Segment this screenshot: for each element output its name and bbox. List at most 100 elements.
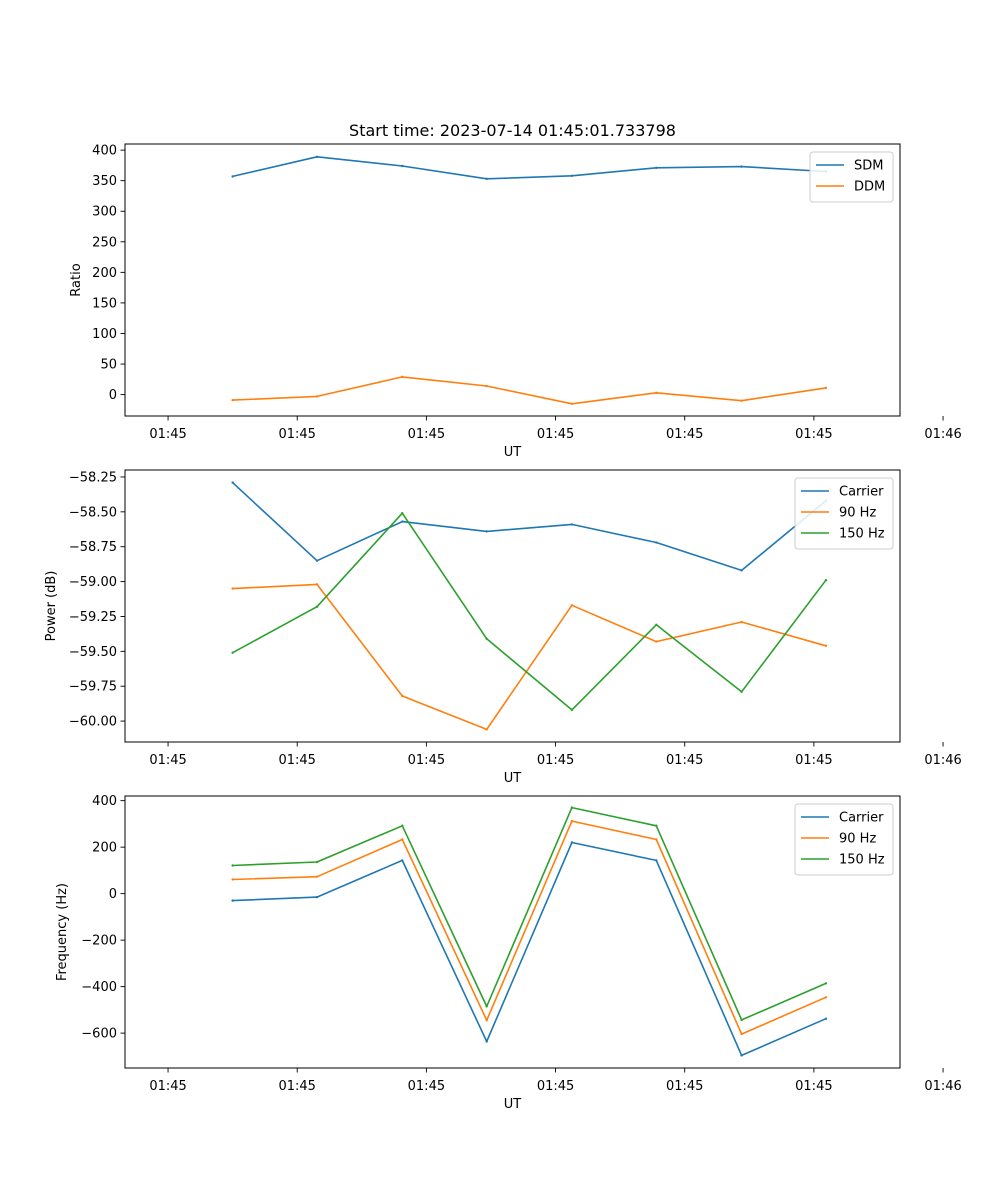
data-point-ddm: [824, 386, 828, 390]
series-line-carrier: [232, 841, 827, 1057]
y-tick-label: 0: [109, 887, 117, 902]
y-tick-label: 250: [92, 235, 117, 250]
y-tick-label: 300: [92, 205, 117, 220]
data-point-ddm: [655, 391, 658, 394]
y-tick-label: −58.75: [69, 540, 117, 555]
y-tick-label: −200: [81, 934, 117, 949]
y-tick-label: 400: [92, 144, 117, 159]
x-tick-label: 01:45: [408, 427, 445, 442]
data-point-carrier: [570, 841, 574, 844]
data-point-90-hz: [740, 1032, 743, 1036]
data-point-ddm: [485, 384, 488, 388]
data-point-150-hz: [231, 864, 234, 867]
x-tick-label: 01:45: [537, 753, 574, 768]
y-axis-label: Power (dB): [44, 571, 59, 642]
x-tick-label: 01:45: [278, 753, 315, 768]
series-line-150-hz: [232, 512, 827, 711]
data-point-150-hz: [655, 824, 658, 827]
data-point-ddm: [740, 399, 743, 402]
y-tick-label: −59.75: [69, 680, 117, 695]
data-point-150-hz: [485, 637, 488, 640]
y-tick-label: −58.50: [69, 505, 117, 520]
data-point-carrier: [740, 569, 743, 572]
data-point-ddm: [401, 375, 404, 379]
x-tick-label: 01:46: [924, 1079, 961, 1094]
data-point-90-hz: [401, 694, 404, 698]
data-point-90-hz: [485, 1019, 488, 1022]
data-point-150-hz: [740, 690, 743, 693]
legend-box: [794, 803, 894, 876]
x-axis-label: UT: [504, 445, 522, 460]
legend-label-150-hz: 150 Hz: [839, 853, 885, 868]
data-point-150-hz: [570, 806, 574, 809]
y-tick-label: −400: [81, 980, 117, 995]
data-point-sdm: [740, 165, 743, 168]
data-point-carrier: [655, 859, 658, 862]
y-tick-label: −60.00: [69, 715, 117, 730]
x-tick-label: 01:45: [537, 427, 574, 442]
x-tick-label: 01:45: [278, 1079, 315, 1094]
data-point-ddm: [570, 402, 574, 405]
data-point-sdm: [570, 174, 574, 177]
y-tick-label: −59.50: [69, 645, 117, 660]
data-point-carrier: [231, 899, 234, 902]
data-point-90-hz: [485, 728, 488, 731]
x-tick-label: 01:45: [149, 1079, 186, 1094]
data-point-carrier: [824, 1017, 828, 1020]
x-tick-label: 01:45: [666, 427, 703, 442]
legend-label-carrier: Carrier: [839, 811, 884, 826]
data-point-150-hz: [824, 578, 828, 582]
legend-label-sdm: SDM: [854, 159, 883, 174]
plot-area: [124, 143, 901, 417]
data-point-90-hz: [570, 819, 574, 823]
x-tick-label: 01:45: [666, 753, 703, 768]
y-tick-label: 200: [92, 841, 117, 856]
data-point-carrier: [570, 523, 574, 526]
plot-area: [124, 469, 901, 743]
x-tick-label: 01:45: [537, 1079, 574, 1094]
data-point-150-hz: [655, 623, 658, 627]
data-point-90-hz: [740, 620, 743, 624]
y-axis-label: Ratio: [69, 263, 84, 296]
data-point-carrier: [485, 530, 488, 533]
x-tick-label: 01:45: [795, 1079, 832, 1094]
data-point-carrier: [740, 1054, 743, 1057]
y-tick-label: 50: [100, 358, 117, 373]
power-panel: 01:45 01:45 01:45 01:45 01:45 01:45 01:46 −58.2…: [44, 469, 962, 786]
legend: Carrier 90 Hz 150 Hz: [794, 803, 894, 876]
x-tick-label: 01:45: [149, 427, 186, 442]
y-tick-label: 100: [92, 327, 117, 342]
x-axis-label: UT: [504, 1097, 522, 1112]
data-point-150-hz: [401, 824, 404, 827]
legend: Carrier 90 Hz 150 Hz: [794, 477, 894, 550]
x-axis-label: UT: [504, 771, 522, 786]
x-tick-label: 01:45: [408, 1079, 445, 1094]
data-point-carrier: [401, 520, 404, 523]
legend-label-90-hz: 90 Hz: [839, 832, 876, 847]
data-point-carrier: [401, 859, 404, 862]
plot-area: [124, 795, 901, 1069]
legend-label-90-hz: 90 Hz: [839, 506, 876, 521]
series-line-ddm: [232, 376, 827, 405]
data-point-90-hz: [570, 604, 574, 607]
legend-box: [794, 477, 894, 550]
x-tick-label: 01:45: [278, 427, 315, 442]
data-point-sdm: [231, 175, 234, 178]
data-point-sdm: [315, 155, 319, 159]
y-tick-label: −59.25: [69, 610, 117, 625]
legend-label-carrier: Carrier: [839, 485, 884, 500]
y-tick-label: −58.25: [69, 470, 117, 485]
x-tick-label: 01:46: [924, 427, 961, 442]
data-point-carrier: [315, 559, 319, 562]
series-line-150-hz: [232, 806, 827, 1021]
data-point-90-hz: [824, 644, 828, 647]
data-point-sdm: [655, 166, 658, 170]
series-line-sdm: [232, 156, 826, 180]
frequency-panel: 01:45 01:45 01:45 01:45 01:45 01:45 01:46 −600 −…: [55, 794, 962, 1112]
data-point-150-hz: [231, 651, 234, 654]
data-point-150-hz: [485, 1005, 488, 1008]
data-point-ddm: [231, 398, 234, 402]
data-point-carrier: [231, 481, 234, 484]
data-point-ddm: [315, 395, 319, 398]
